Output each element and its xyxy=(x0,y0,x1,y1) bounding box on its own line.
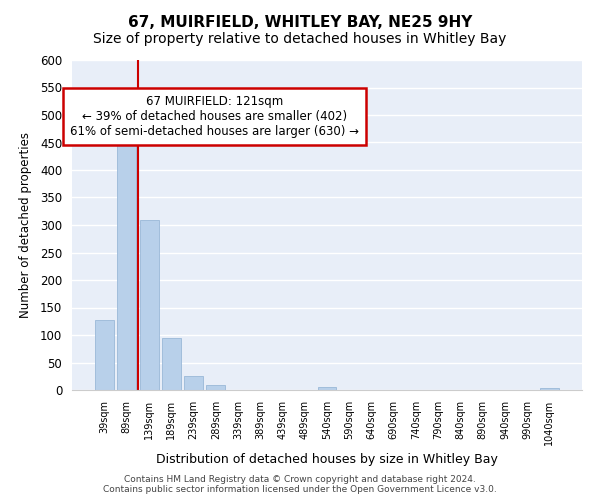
Bar xyxy=(540,388,559,390)
Text: Contains HM Land Registry data © Crown copyright and database right 2024.
Contai: Contains HM Land Registry data © Crown c… xyxy=(103,474,497,494)
Text: Size of property relative to detached houses in Whitley Bay: Size of property relative to detached ho… xyxy=(94,32,506,46)
Bar xyxy=(162,338,181,390)
Bar xyxy=(95,320,114,390)
Bar xyxy=(184,376,203,390)
Bar xyxy=(206,384,225,390)
Bar xyxy=(317,387,337,390)
X-axis label: Distribution of detached houses by size in Whitley Bay: Distribution of detached houses by size … xyxy=(156,454,498,466)
Bar xyxy=(140,220,158,390)
Y-axis label: Number of detached properties: Number of detached properties xyxy=(19,132,32,318)
Text: 67 MUIRFIELD: 121sqm
← 39% of detached houses are smaller (402)
61% of semi-deta: 67 MUIRFIELD: 121sqm ← 39% of detached h… xyxy=(70,94,359,138)
Bar xyxy=(118,132,136,390)
Text: 67, MUIRFIELD, WHITLEY BAY, NE25 9HY: 67, MUIRFIELD, WHITLEY BAY, NE25 9HY xyxy=(128,15,472,30)
